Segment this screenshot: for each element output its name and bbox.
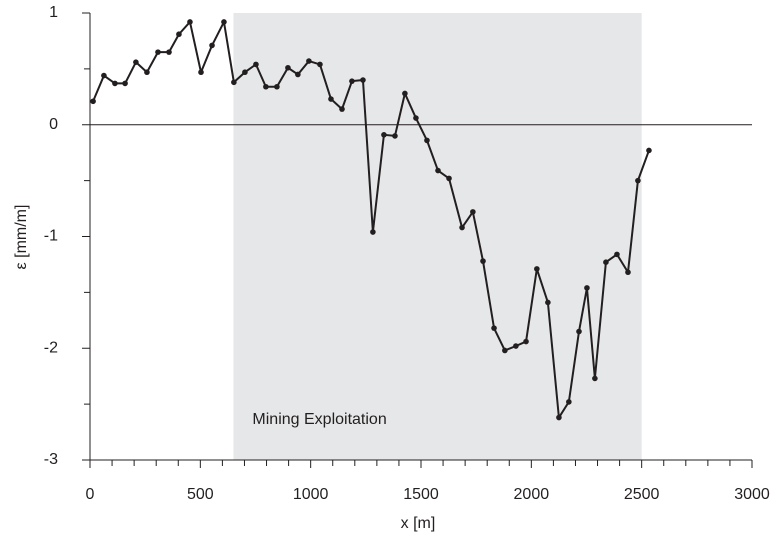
- data-point: [221, 19, 227, 25]
- data-point: [176, 31, 182, 38]
- x-tick-label: 3000: [734, 486, 770, 503]
- data-point: [187, 19, 193, 25]
- data-point: [523, 338, 529, 345]
- data-point: [556, 414, 562, 421]
- x-tick-label: 1000: [293, 486, 329, 503]
- x-tick-label: 2000: [514, 486, 550, 503]
- data-point: [253, 61, 259, 68]
- data-point: [435, 167, 441, 174]
- data-point: [263, 83, 269, 90]
- y-tick-label: -2: [44, 339, 58, 356]
- data-point: [446, 175, 452, 182]
- data-point: [144, 69, 150, 76]
- data-point: [274, 83, 280, 90]
- data-point: [402, 90, 408, 97]
- data-point: [317, 61, 323, 68]
- data-point: [209, 42, 215, 49]
- data-point: [480, 258, 486, 264]
- data-point: [614, 251, 620, 258]
- data-point: [198, 69, 204, 76]
- shaded-region: [233, 13, 642, 460]
- data-point: [584, 285, 590, 291]
- data-point: [491, 325, 497, 331]
- data-point: [625, 269, 631, 276]
- data-point: [603, 259, 609, 266]
- data-point: [470, 209, 476, 215]
- y-tick-label: -3: [44, 451, 58, 468]
- data-point: [592, 375, 598, 382]
- x-tick-label: 0: [86, 486, 95, 503]
- x-axis-label: x [m]: [401, 515, 436, 532]
- x-tick-label: 500: [187, 486, 214, 503]
- data-point: [306, 58, 312, 64]
- data-point: [295, 71, 301, 78]
- data-point: [101, 72, 107, 79]
- data-point: [381, 132, 387, 138]
- data-point: [122, 80, 128, 87]
- data-point: [424, 137, 430, 144]
- data-point: [133, 59, 139, 65]
- data-point: [328, 96, 334, 102]
- y-axis-label: ε [mm/m]: [13, 205, 30, 270]
- data-point: [413, 115, 419, 121]
- data-point: [534, 266, 540, 272]
- data-point: [566, 399, 572, 405]
- data-point: [576, 328, 582, 335]
- data-point: [231, 79, 237, 86]
- data-point: [635, 177, 641, 184]
- data-point: [166, 49, 172, 55]
- annotation: Mining Exploitation: [252, 411, 386, 428]
- data-point: [392, 133, 398, 139]
- x-tick-label: 2500: [624, 486, 660, 503]
- y-tick-label: 1: [49, 4, 58, 21]
- data-point: [360, 77, 366, 83]
- data-point: [370, 229, 376, 235]
- data-point: [112, 80, 118, 87]
- data-point: [242, 69, 248, 76]
- y-tick-label: -1: [44, 228, 58, 245]
- data-point: [349, 78, 355, 84]
- data-point: [155, 49, 161, 55]
- data-point: [646, 147, 652, 154]
- data-point: [90, 98, 96, 105]
- data-point: [339, 106, 345, 112]
- data-point: [502, 347, 508, 354]
- data-point: [459, 224, 465, 231]
- y-tick-label: 0: [49, 116, 58, 133]
- x-tick-label: 1500: [403, 486, 439, 503]
- data-point: [513, 343, 519, 349]
- data-point: [545, 299, 551, 306]
- data-point: [285, 64, 291, 71]
